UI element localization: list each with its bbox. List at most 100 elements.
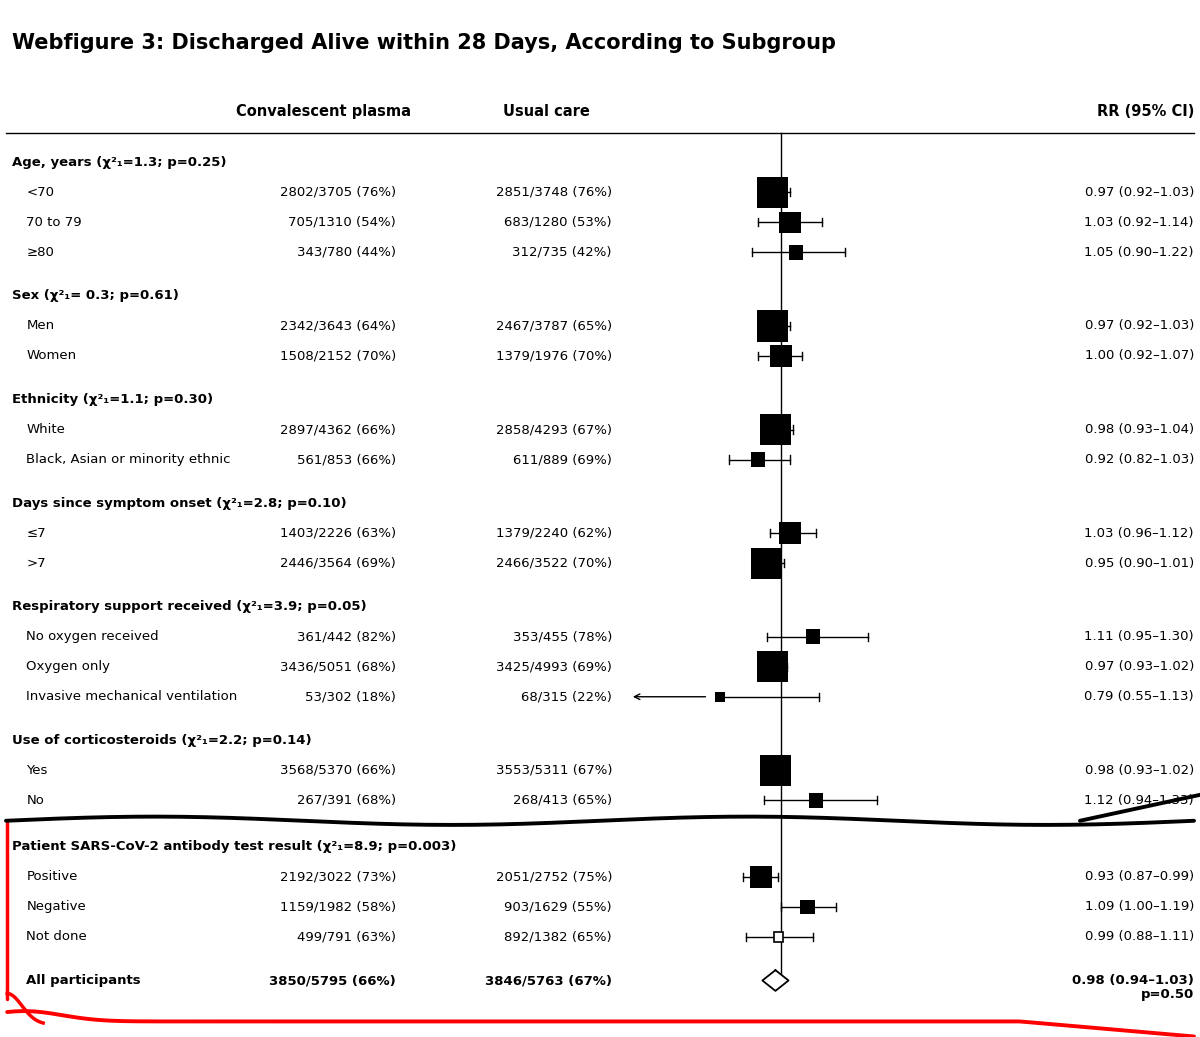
Text: 0.97 (0.93–1.02): 0.97 (0.93–1.02) [1085,661,1194,673]
Text: Black, Asian or minority ethnic: Black, Asian or minority ethnic [26,453,230,466]
Text: 1.11 (0.95–1.30): 1.11 (0.95–1.30) [1085,630,1194,643]
Bar [757,651,788,682]
Text: 0.97 (0.92–1.03): 0.97 (0.92–1.03) [1085,319,1194,333]
Text: Invasive mechanical ventilation: Invasive mechanical ventilation [26,691,238,703]
Text: All participants: All participants [26,974,142,987]
Bar [751,452,766,467]
Text: Yes: Yes [26,764,48,777]
Text: Women: Women [26,349,77,363]
Bar [770,345,792,367]
Text: 2192/3022 (73%): 2192/3022 (73%) [280,870,396,884]
Text: Negative: Negative [26,900,86,914]
Text: 2851/3748 (76%): 2851/3748 (76%) [496,186,612,199]
Text: 2342/3643 (64%): 2342/3643 (64%) [280,319,396,333]
Text: 1379/1976 (70%): 1379/1976 (70%) [496,349,612,363]
Text: Age, years (χ²₁=1.3; p=0.25): Age, years (χ²₁=1.3; p=0.25) [12,156,227,169]
Text: 499/791 (63%): 499/791 (63%) [298,930,396,944]
Text: >7: >7 [26,557,46,569]
Bar [788,245,803,259]
Text: 361/442 (82%): 361/442 (82%) [296,630,396,643]
Text: 0.98 (0.94–1.03): 0.98 (0.94–1.03) [1072,974,1194,987]
Text: Oxygen only: Oxygen only [26,661,110,673]
Text: 1159/1982 (58%): 1159/1982 (58%) [280,900,396,914]
Bar [750,866,772,888]
Text: 343/780 (44%): 343/780 (44%) [298,246,396,259]
Text: 1.09 (1.00–1.19): 1.09 (1.00–1.19) [1085,900,1194,914]
Text: ≥80: ≥80 [26,246,54,259]
Text: Ethnicity (χ²₁=1.1; p=0.30): Ethnicity (χ²₁=1.1; p=0.30) [12,393,214,405]
Text: 1508/2152 (70%): 1508/2152 (70%) [280,349,396,363]
Text: 1.05 (0.90–1.22): 1.05 (0.90–1.22) [1085,246,1194,259]
Text: 3846/5763 (67%): 3846/5763 (67%) [485,974,612,987]
Text: 1.12 (0.94–1.33): 1.12 (0.94–1.33) [1085,794,1194,807]
Bar [715,692,725,702]
Text: 3425/4993 (69%): 3425/4993 (69%) [496,661,612,673]
Text: 312/735 (42%): 312/735 (42%) [512,246,612,259]
Text: 903/1629 (55%): 903/1629 (55%) [504,900,612,914]
Text: 611/889 (69%): 611/889 (69%) [514,453,612,466]
Text: No: No [26,794,44,807]
Text: 683/1280 (53%): 683/1280 (53%) [504,216,612,229]
Text: 1.03 (0.92–1.14): 1.03 (0.92–1.14) [1085,216,1194,229]
Text: ≤7: ≤7 [26,527,46,539]
Text: 0.79 (0.55–1.13): 0.79 (0.55–1.13) [1085,691,1194,703]
Polygon shape [762,971,788,991]
Text: 705/1310 (54%): 705/1310 (54%) [288,216,396,229]
Bar [757,310,788,341]
Text: 0.97 (0.92–1.03): 0.97 (0.92–1.03) [1085,186,1194,199]
Bar [809,793,823,808]
Text: 1.03 (0.96–1.12): 1.03 (0.96–1.12) [1085,527,1194,539]
Text: 3568/5370 (66%): 3568/5370 (66%) [280,764,396,777]
Text: Convalescent plasma: Convalescent plasma [236,104,412,118]
Text: 353/455 (78%): 353/455 (78%) [512,630,612,643]
Text: <70: <70 [26,186,54,199]
Text: 68/315 (22%): 68/315 (22%) [521,691,612,703]
Text: 0.99 (0.88–1.11): 0.99 (0.88–1.11) [1085,930,1194,944]
Text: 1379/2240 (62%): 1379/2240 (62%) [496,527,612,539]
Bar [774,932,784,942]
Text: 2446/3564 (69%): 2446/3564 (69%) [281,557,396,569]
Text: 3553/5311 (67%): 3553/5311 (67%) [496,764,612,777]
Bar [779,212,800,233]
Text: 0.98 (0.93–1.04): 0.98 (0.93–1.04) [1085,423,1194,436]
Bar [757,176,788,207]
Text: Usual care: Usual care [503,104,589,118]
Text: Men: Men [26,319,54,333]
Text: 70 to 79: 70 to 79 [26,216,82,229]
Text: Webfigure 3: Discharged Alive within 28 Days, According to Subgroup: Webfigure 3: Discharged Alive within 28 … [12,33,836,53]
Text: 2467/3787 (65%): 2467/3787 (65%) [496,319,612,333]
Text: Sex (χ²₁= 0.3; p=0.61): Sex (χ²₁= 0.3; p=0.61) [12,289,179,303]
Bar [760,755,791,786]
Bar [760,414,791,445]
Text: RR (95% CI): RR (95% CI) [1097,104,1194,118]
Text: Not done: Not done [26,930,88,944]
Text: Respiratory support received (χ²₁=3.9; p=0.05): Respiratory support received (χ²₁=3.9; p… [12,600,367,613]
Text: White: White [26,423,65,436]
Text: 0.92 (0.82–1.03): 0.92 (0.82–1.03) [1085,453,1194,466]
Text: 2802/3705 (76%): 2802/3705 (76%) [280,186,396,199]
Text: 53/302 (18%): 53/302 (18%) [305,691,396,703]
Text: 0.95 (0.90–1.01): 0.95 (0.90–1.01) [1085,557,1194,569]
Text: 561/853 (66%): 561/853 (66%) [296,453,396,466]
Bar [800,900,815,915]
Bar [779,523,800,543]
Text: 0.93 (0.87–0.99): 0.93 (0.87–0.99) [1085,870,1194,884]
Text: 2897/4362 (66%): 2897/4362 (66%) [280,423,396,436]
Text: 3436/5051 (68%): 3436/5051 (68%) [280,661,396,673]
Text: 2466/3522 (70%): 2466/3522 (70%) [496,557,612,569]
Text: 2051/2752 (75%): 2051/2752 (75%) [496,870,612,884]
Bar [751,548,782,579]
Text: 2858/4293 (67%): 2858/4293 (67%) [496,423,612,436]
Text: Days since symptom onset (χ²₁=2.8; p=0.10): Days since symptom onset (χ²₁=2.8; p=0.1… [12,497,347,509]
Text: 1403/2226 (63%): 1403/2226 (63%) [280,527,396,539]
Text: Patient SARS-CoV-2 antibody test result (χ²₁=8.9; p=0.003): Patient SARS-CoV-2 antibody test result … [12,840,456,853]
Text: 892/1382 (65%): 892/1382 (65%) [504,930,612,944]
Text: p=0.50: p=0.50 [1141,988,1194,1002]
Text: 1.00 (0.92–1.07): 1.00 (0.92–1.07) [1085,349,1194,363]
Text: 267/391 (68%): 267/391 (68%) [296,794,396,807]
Text: Use of corticosteroids (χ²₁=2.2; p=0.14): Use of corticosteroids (χ²₁=2.2; p=0.14) [12,734,312,747]
Text: 3850/5795 (66%): 3850/5795 (66%) [269,974,396,987]
Text: 0.98 (0.93–1.02): 0.98 (0.93–1.02) [1085,764,1194,777]
Text: No oxygen received: No oxygen received [26,630,160,643]
Text: Positive: Positive [26,870,78,884]
